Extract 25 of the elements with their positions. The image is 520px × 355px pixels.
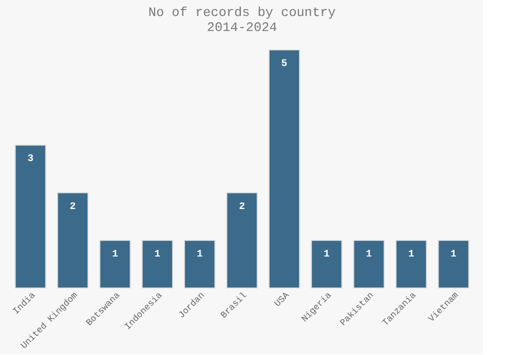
bar: [184, 240, 216, 288]
data-label: 5: [281, 58, 288, 70]
bar: [99, 240, 131, 288]
bar: [57, 192, 88, 288]
data-label: 1: [196, 249, 203, 260]
bar: [226, 192, 258, 288]
x-tick-label: USA: [272, 290, 292, 310]
bar: [268, 49, 300, 288]
data-label: 1: [324, 249, 330, 260]
bar: [438, 240, 470, 288]
data-label: 1: [112, 249, 118, 260]
data-label: 3: [27, 154, 34, 166]
data-label: 2: [238, 202, 246, 213]
data-label: 1: [408, 249, 414, 260]
data-label: 1: [366, 249, 372, 260]
bar: [310, 240, 342, 288]
chart-title: No of records by country: [148, 5, 336, 20]
bar: [396, 240, 427, 288]
bar: [14, 144, 46, 288]
bar: [353, 240, 385, 288]
data-label: 1: [450, 249, 457, 260]
data-label: 2: [70, 202, 76, 213]
bar: [142, 240, 174, 288]
chart-subtitle: 2014-2024: [206, 20, 278, 35]
data-label: 1: [154, 249, 160, 260]
